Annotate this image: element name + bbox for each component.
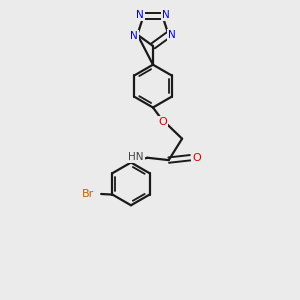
Text: O: O <box>192 153 201 163</box>
Text: O: O <box>158 117 167 128</box>
Text: N: N <box>130 31 138 41</box>
Text: N: N <box>168 30 176 40</box>
Text: N: N <box>162 10 170 20</box>
Text: HN: HN <box>128 152 144 162</box>
Text: Br: Br <box>82 189 94 199</box>
Text: N: N <box>136 10 144 20</box>
